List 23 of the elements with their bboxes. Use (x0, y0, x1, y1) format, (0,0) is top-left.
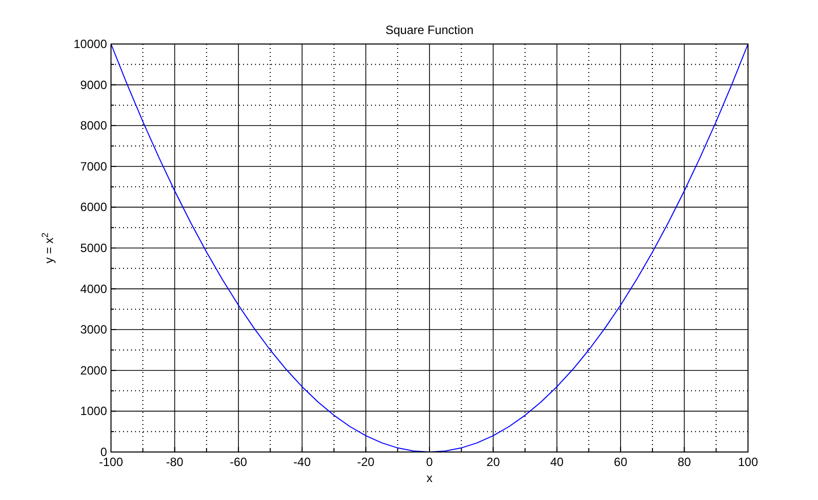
y-tick-label: 10000 (74, 37, 108, 51)
x-tick-label: 80 (678, 455, 692, 469)
x-axis-title: x (426, 471, 432, 485)
x-tick-label: -80 (166, 455, 184, 469)
x-tick-label: -60 (230, 455, 248, 469)
y-tick-label: 7000 (80, 159, 108, 174)
x-tick-label: -40 (293, 455, 312, 469)
line-series (110, 44, 748, 452)
x-tick-label: 60 (614, 455, 628, 469)
y-tick-label: 4000 (80, 282, 108, 296)
x-tick-label: 100 (738, 455, 758, 469)
chart-title: Square Function (385, 23, 474, 37)
y-tick-label: 9000 (80, 78, 108, 92)
y-tick-label: 6000 (80, 200, 108, 214)
y-tick-label: 2000 (80, 363, 108, 378)
x-tick-label: 40 (550, 455, 564, 469)
y-tick-label: 8000 (80, 118, 108, 133)
x-tick-label: -20 (357, 455, 375, 469)
x-tick-label: 20 (486, 455, 500, 469)
y-tick-label: 1000 (80, 404, 108, 418)
x-tick-label: 0 (426, 455, 434, 469)
y-tick-label: 5000 (80, 241, 108, 255)
y-tick-label: 3000 (80, 322, 108, 337)
